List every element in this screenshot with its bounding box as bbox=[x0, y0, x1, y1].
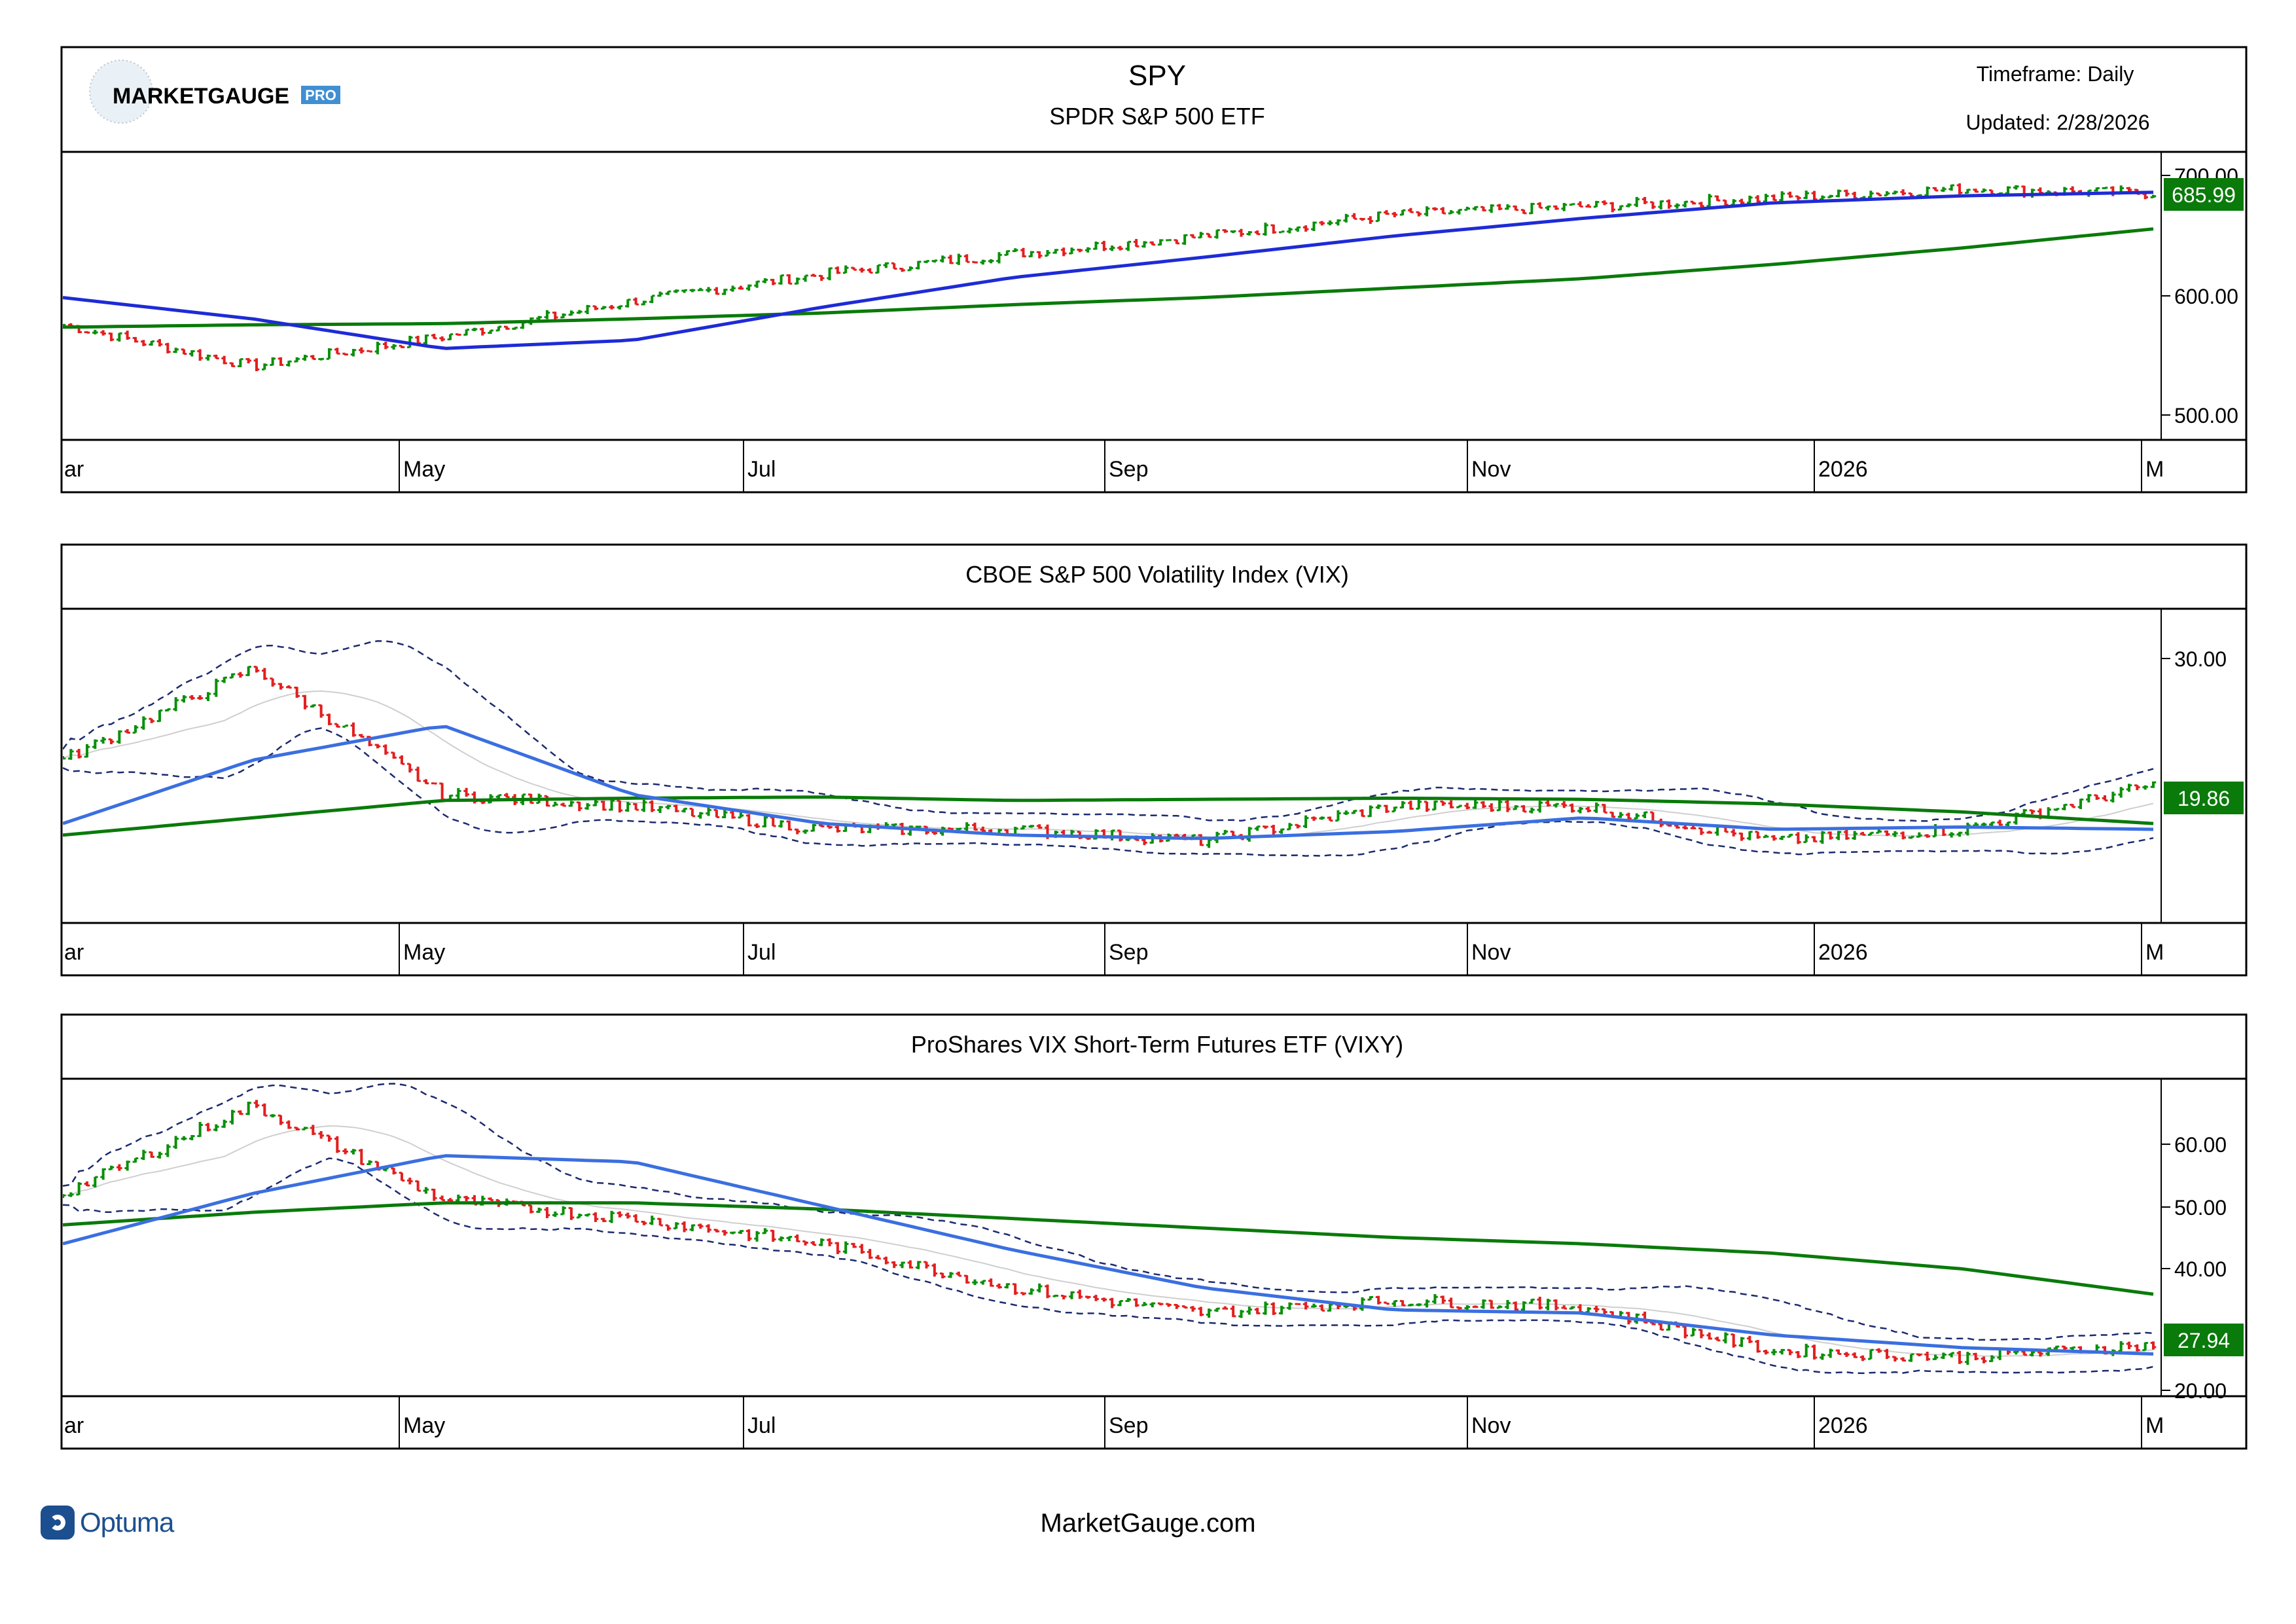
vixy-panel-frame bbox=[60, 1077, 2248, 1398]
vixy-title-box bbox=[60, 1013, 2248, 1080]
x-tick-label: 2026 bbox=[1818, 457, 1868, 482]
vix-x-axis-box bbox=[60, 922, 2248, 977]
lower-band bbox=[63, 1157, 2154, 1375]
vixy-x-axis-box bbox=[60, 1395, 2248, 1450]
plot-area-1 bbox=[63, 640, 2157, 857]
vix-title: CBOE S&P 500 Volatility Index (VIX) bbox=[965, 561, 1349, 588]
x-tick-label: Sep bbox=[1109, 457, 1149, 482]
x-tick-label: Sep bbox=[1109, 940, 1149, 965]
short-moving-average bbox=[63, 1154, 2154, 1356]
plot-area-0 bbox=[63, 183, 2157, 372]
lower-band bbox=[63, 727, 2154, 857]
globe-icon bbox=[90, 60, 152, 123]
x-tick-label: ar bbox=[64, 457, 84, 482]
upper-band bbox=[63, 640, 2154, 822]
short-moving-average bbox=[63, 190, 2154, 350]
footer-site: MarketGauge.com bbox=[1040, 1509, 1256, 1538]
x-tick-label: Nov bbox=[1471, 457, 1511, 482]
marketgauge-logo: MARKETGAUGE PRO bbox=[89, 60, 340, 124]
logo-brand: MARKETGAUGE bbox=[113, 84, 289, 109]
x-tick-label: Jul bbox=[747, 1413, 776, 1438]
y-tick-label: 50.00 bbox=[2174, 1196, 2227, 1219]
timeframe-label: Timeframe: Daily bbox=[1977, 62, 2134, 86]
vixy-panel: ProShares VIX Short-Term Futures ETF (VI… bbox=[60, 1013, 2248, 1450]
upper-band bbox=[63, 1083, 2154, 1341]
short-moving-average bbox=[63, 725, 2154, 840]
y-tick-label: 500.00 bbox=[2174, 404, 2238, 427]
y-tick-label: 60.00 bbox=[2174, 1133, 2227, 1157]
plot-area-2 bbox=[63, 1083, 2157, 1375]
updated-label: Updated: 2/28/2026 bbox=[1965, 111, 2149, 134]
globe-outline bbox=[89, 60, 153, 124]
x-tick-label: Jul bbox=[747, 940, 776, 965]
last-value-tag bbox=[2164, 782, 2244, 814]
last-value-label: 19.86 bbox=[2178, 787, 2230, 810]
x-tick-label: 2026 bbox=[1818, 940, 1868, 965]
last-value-tag bbox=[2164, 1324, 2244, 1356]
header: MARKETGAUGE PRO SPY SPDR S&P 500 ETF Tim… bbox=[60, 46, 2248, 153]
logo-badge-bg bbox=[301, 86, 340, 104]
y-tick-label: 40.00 bbox=[2174, 1257, 2227, 1281]
long-moving-average bbox=[63, 227, 2154, 329]
vixy-title: ProShares VIX Short-Term Futures ETF (VI… bbox=[911, 1031, 1403, 1058]
long-moving-average bbox=[63, 1201, 2154, 1296]
symbol-title: SPY bbox=[1128, 60, 1186, 92]
optuma-icon bbox=[41, 1506, 75, 1540]
x-tick-label: May bbox=[403, 940, 445, 965]
x-tick-label: Sep bbox=[1109, 1413, 1149, 1438]
x-tick-label: ar bbox=[64, 1413, 84, 1438]
y-tick-label: 600.00 bbox=[2174, 285, 2238, 308]
x-tick-label: Nov bbox=[1471, 940, 1511, 965]
spy-x-axis-box bbox=[60, 439, 2248, 494]
logo-badge: PRO bbox=[305, 87, 336, 103]
middle-band bbox=[63, 1125, 2154, 1357]
x-tick-label: 2026 bbox=[1818, 1413, 1868, 1438]
x-tick-label: M bbox=[2145, 457, 2164, 482]
optuma-logo: Optuma bbox=[41, 1506, 174, 1540]
symbol-name: SPDR S&P 500 ETF bbox=[1049, 103, 1265, 130]
last-value-label: 27.94 bbox=[2178, 1329, 2230, 1352]
y-tick-label: 30.00 bbox=[2174, 647, 2227, 671]
vix-title-box bbox=[60, 543, 2248, 610]
x-tick-label: M bbox=[2145, 1413, 2164, 1438]
vix-panel: CBOE S&P 500 Volatility Index (VIX) 30.0… bbox=[60, 543, 2248, 977]
long-moving-average bbox=[63, 795, 2154, 837]
middle-band bbox=[63, 690, 2154, 839]
y-tick-label: 20.00 bbox=[2174, 1379, 2227, 1403]
header-box bbox=[60, 46, 2248, 153]
vix-panel-frame bbox=[60, 607, 2248, 924]
x-tick-label: M bbox=[2145, 940, 2164, 965]
optuma-wordmark: Optuma bbox=[80, 1507, 174, 1538]
x-tick-label: May bbox=[403, 457, 445, 482]
x-tick-label: Nov bbox=[1471, 1413, 1511, 1438]
last-value-tag bbox=[2164, 178, 2244, 211]
x-tick-label: ar bbox=[64, 940, 84, 965]
last-value-label: 685.99 bbox=[2172, 183, 2236, 207]
x-tick-label: Jul bbox=[747, 457, 776, 482]
x-tick-label: May bbox=[403, 1413, 445, 1438]
